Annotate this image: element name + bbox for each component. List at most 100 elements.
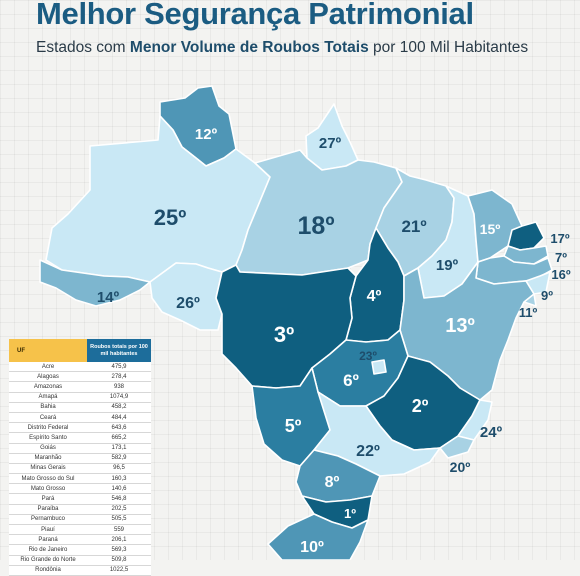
rank-label-df: 23º — [359, 349, 377, 363]
rank-label-se: 11º — [519, 305, 538, 320]
rank-label-rr: 12º — [195, 126, 218, 143]
table-cell-state: Rondônia — [9, 565, 87, 576]
table-cell-state: Goiás — [9, 443, 87, 454]
rank-label-rs: 10º — [300, 539, 324, 556]
table-cell-value: 484,4 — [87, 412, 151, 424]
table-cell-value: 559 — [87, 524, 151, 536]
table-row: Alagoas 278,4 — [9, 371, 151, 383]
page-subtitle: Estados com Menor Volume de Roubos Totai… — [36, 39, 556, 57]
table-cell-value: 1074,9 — [87, 392, 151, 403]
table-row: Ceará 484,4 — [9, 412, 151, 424]
table-row: Paraíba 202,5 — [9, 504, 151, 515]
rank-label-to: 4º — [367, 288, 382, 305]
table-header-state: UF — [9, 339, 87, 362]
table-row: Rio de Janeiro 569,3 — [9, 544, 151, 556]
table-cell-state: Pará — [9, 493, 87, 505]
rank-label-es: 24º — [480, 424, 503, 441]
rank-label-ba: 13º — [445, 315, 475, 337]
table-cell-value: 206,1 — [87, 534, 151, 546]
rank-label-ma: 21º — [401, 217, 426, 236]
table-cell-value: 938 — [87, 381, 151, 393]
table-cell-state: Mato Grosso do Sul — [9, 473, 87, 485]
table-cell-state: Rio de Janeiro — [9, 544, 87, 556]
table-row: Paraná 206,1 — [9, 534, 151, 546]
table-cell-value: 509,8 — [87, 555, 151, 566]
table-cell-state: Minas Gerais — [9, 463, 87, 475]
table-row: Bahia 458,2 — [9, 402, 151, 413]
table-cell-state: Distrito Federal — [9, 422, 87, 434]
page-title: Melhor Segurança Patrimonial — [36, 0, 474, 31]
rank-label-al: 9º — [541, 288, 553, 303]
table-cell-state: Paraíba — [9, 504, 87, 515]
state-am — [45, 115, 271, 283]
rank-label-ms: 5º — [285, 416, 302, 436]
rank-label-pi: 19º — [436, 257, 459, 274]
table-row: Rio Grande do Norte 509,8 — [9, 555, 151, 566]
table-cell-value: 458,2 — [87, 402, 151, 413]
table-row: Pernambuco 505,5 — [9, 514, 151, 526]
rank-label-pb: 7º — [555, 250, 567, 265]
table-cell-value: 96,5 — [87, 463, 151, 475]
table-row: Rondônia 1022,5 — [9, 565, 151, 576]
rank-label-pa: 18º — [298, 212, 335, 240]
subtitle-prefix: Estados com — [36, 39, 130, 56]
table-row: Amapá 1074,9 — [9, 392, 151, 403]
rank-label-ce: 15º — [480, 221, 501, 237]
table-cell-state: Paraná — [9, 534, 87, 546]
state-ac — [39, 259, 151, 307]
rank-label-sp: 22º — [356, 443, 380, 460]
table-row: Maranhão 582,9 — [9, 453, 151, 464]
rank-label-sc: 1º — [344, 506, 356, 521]
rank-label-am: 25º — [154, 205, 187, 230]
rank-label-ap: 27º — [319, 135, 342, 152]
table-row: Acre 475,9 — [9, 362, 151, 373]
table-cell-value: 160,3 — [87, 473, 151, 485]
table-cell-state: Pernambuco — [9, 514, 87, 526]
subtitle-emphasis: Menor Volume de Roubos Totais — [129, 39, 369, 56]
robbery-rate-table: UF Roubos totais por 100 mil habitantes … — [9, 339, 151, 576]
table-cell-value: 1022,5 — [87, 565, 151, 576]
table-cell-value: 546,8 — [87, 493, 151, 505]
table-cell-value: 278,4 — [87, 371, 151, 383]
table-cell-value: 173,1 — [87, 443, 151, 454]
subtitle-suffix: por 100 Mil Habitantes — [368, 39, 529, 56]
table-cell-value: 202,5 — [87, 504, 151, 515]
rank-label-go: 6º — [343, 371, 359, 390]
table-body: Acre 475,9 Alagoas 278,4 Amazonas 938 Amapá 107… — [9, 362, 151, 576]
table-row: Piauí 559 — [9, 524, 151, 536]
table-row: Pará 546,8 — [9, 493, 151, 505]
table-cell-value: 643,6 — [87, 422, 151, 434]
table-cell-state: Rio Grande do Norte — [9, 555, 87, 566]
brazil-map: 12º 27º 25º 18º 21º 15º 17º 7º 16º 9º 11… — [39, 85, 571, 560]
table-row: Distrito Federal 643,6 — [9, 422, 151, 434]
rank-label-mg: 2º — [412, 396, 429, 416]
table-cell-value: 665,2 — [87, 432, 151, 444]
table-row: Mato Grosso do Sul 160,3 — [9, 473, 151, 485]
table-cell-state: Alagoas — [9, 371, 87, 383]
rank-label-rj: 20º — [450, 459, 471, 475]
rank-label-mt: 3º — [274, 322, 294, 347]
table-cell-state: Espírito Santo — [9, 432, 87, 444]
table-cell-state: Amapá — [9, 392, 87, 403]
rank-label-rn: 17º — [550, 231, 569, 246]
state-df — [371, 359, 387, 375]
table-cell-value: 569,3 — [87, 544, 151, 556]
table-cell-state: Amazonas — [9, 381, 87, 393]
table-cell-state: Bahia — [9, 402, 87, 413]
table-row: Goiás 173,1 — [9, 443, 151, 454]
table-header-value: Roubos totais por 100 mil habitantes — [87, 339, 151, 362]
table-cell-state: Acre — [9, 362, 87, 373]
state-rs — [267, 513, 369, 560]
state-rj — [439, 435, 475, 459]
table-cell-value: 505,5 — [87, 514, 151, 526]
table-cell-state: Piauí — [9, 524, 87, 536]
table-cell-value: 582,9 — [87, 453, 151, 464]
table-cell-state: Ceará — [9, 412, 87, 424]
table-row: Minas Gerais 96,5 — [9, 463, 151, 475]
rank-label-ac: 14º — [97, 289, 120, 306]
rank-label-ro: 26º — [176, 295, 200, 312]
table-cell-value: 475,9 — [87, 362, 151, 373]
table-row: Amazonas 938 — [9, 381, 151, 393]
table-cell-state: Maranhão — [9, 453, 87, 464]
table-cell-state: Mato Grosso — [9, 483, 87, 495]
